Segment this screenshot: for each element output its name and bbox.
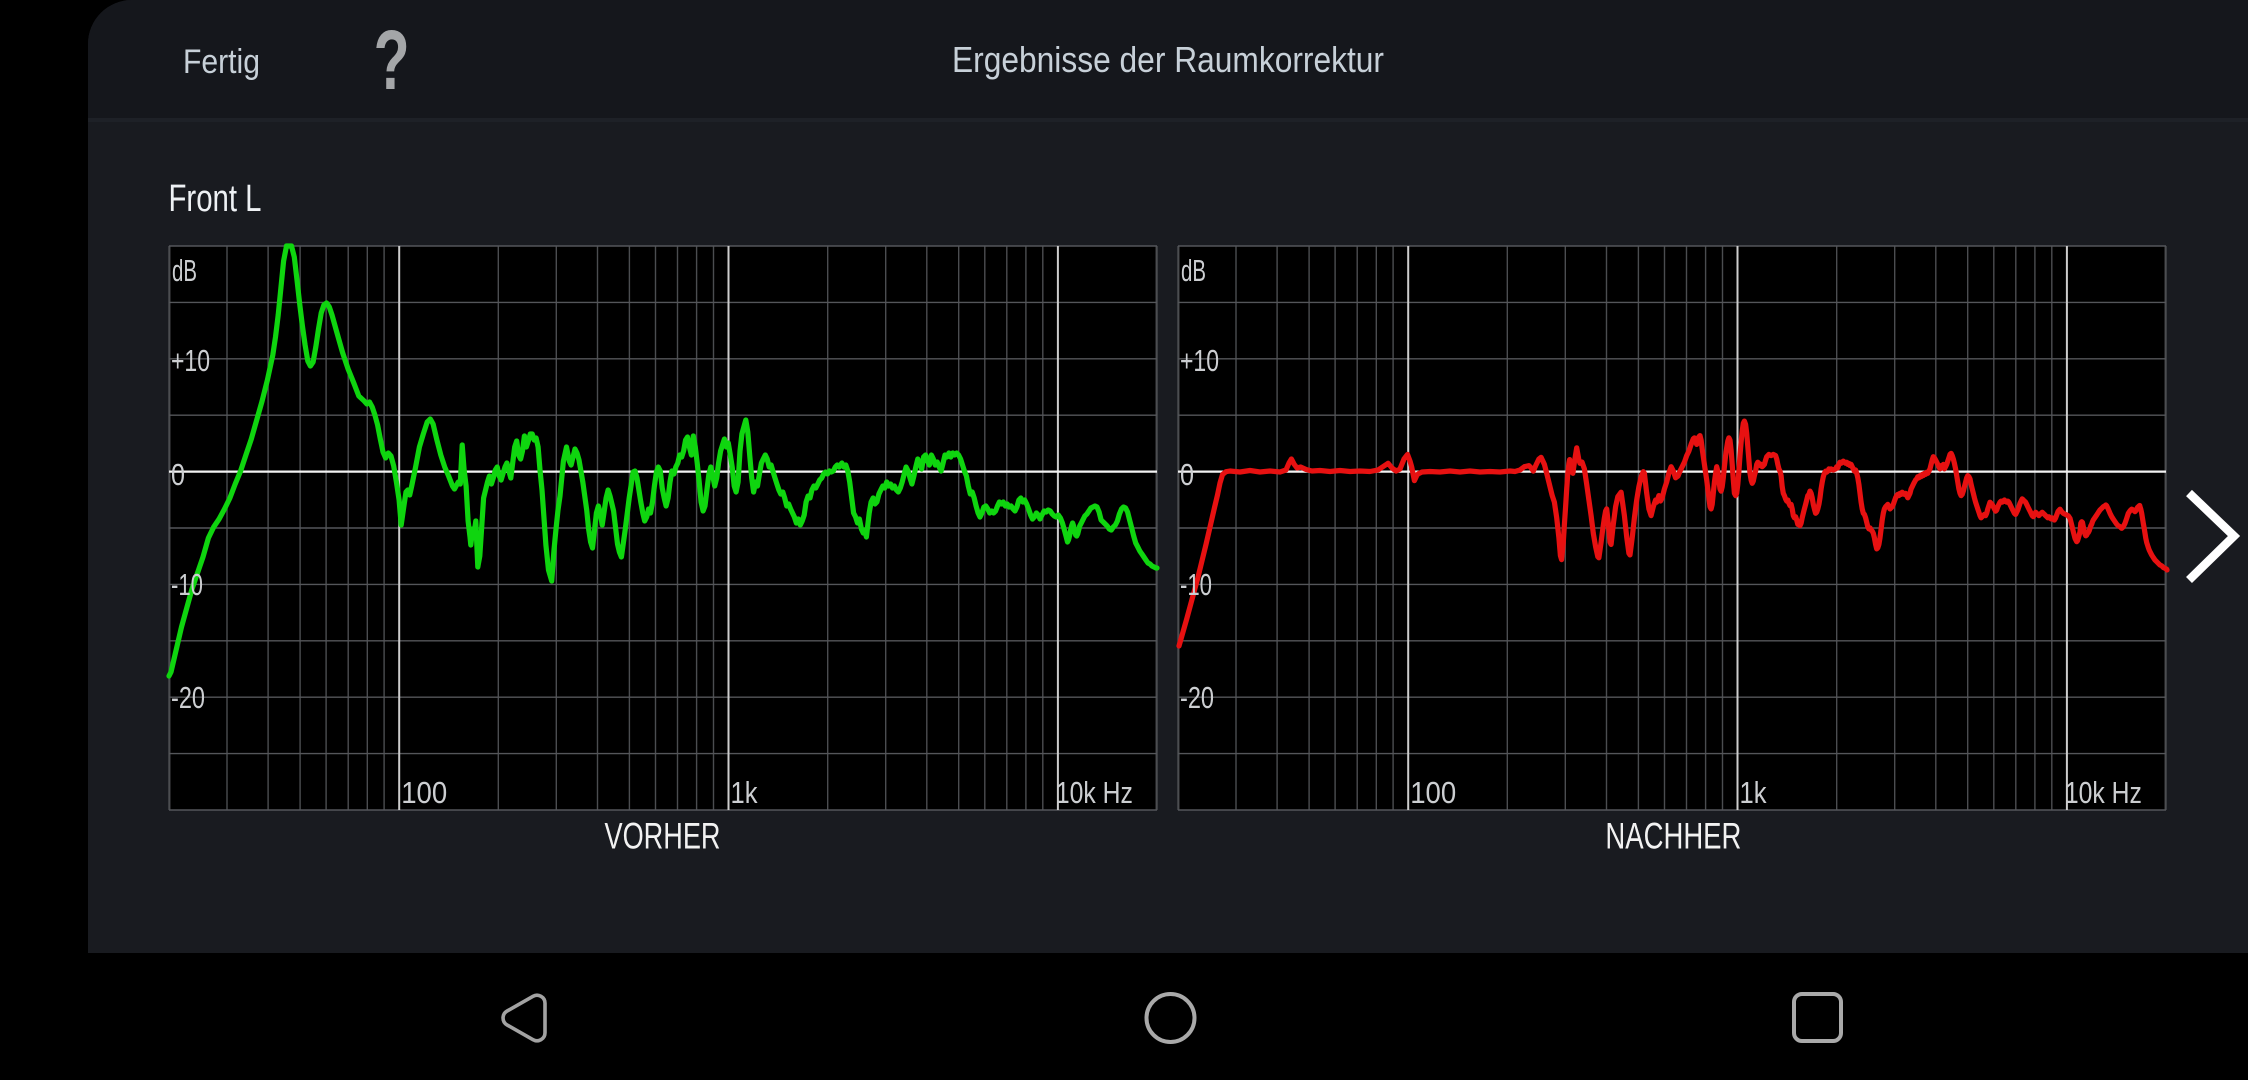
svg-text:NACHHER: NACHHER [1605,816,1741,857]
svg-text:Fertig: Fertig [183,43,260,81]
svg-text:1k: 1k [1740,775,1767,810]
svg-text:+10: +10 [1180,343,1219,378]
svg-text:100: 100 [1410,775,1456,810]
svg-text:1k: 1k [731,775,758,810]
svg-text:Front L: Front L [169,178,262,220]
svg-text:10k Hz: 10k Hz [1056,775,1133,810]
svg-text:dB: dB [172,253,197,288]
svg-text:?: ? [374,13,410,107]
svg-text:dB: dB [1181,253,1206,288]
svg-text:+10: +10 [171,343,210,378]
svg-text:100: 100 [401,775,447,810]
svg-text:-20: -20 [1180,680,1214,715]
svg-text:-10: -10 [171,567,203,602]
svg-text:Ergebnisse der Raumkorrektur: Ergebnisse der Raumkorrektur [952,39,1384,80]
svg-text:VORHER: VORHER [605,816,721,857]
svg-text:0: 0 [1180,457,1194,492]
svg-text:-20: -20 [171,680,205,715]
svg-text:-10: -10 [1180,567,1212,602]
svg-text:10k Hz: 10k Hz [2065,775,2142,810]
svg-text:0: 0 [171,457,185,492]
